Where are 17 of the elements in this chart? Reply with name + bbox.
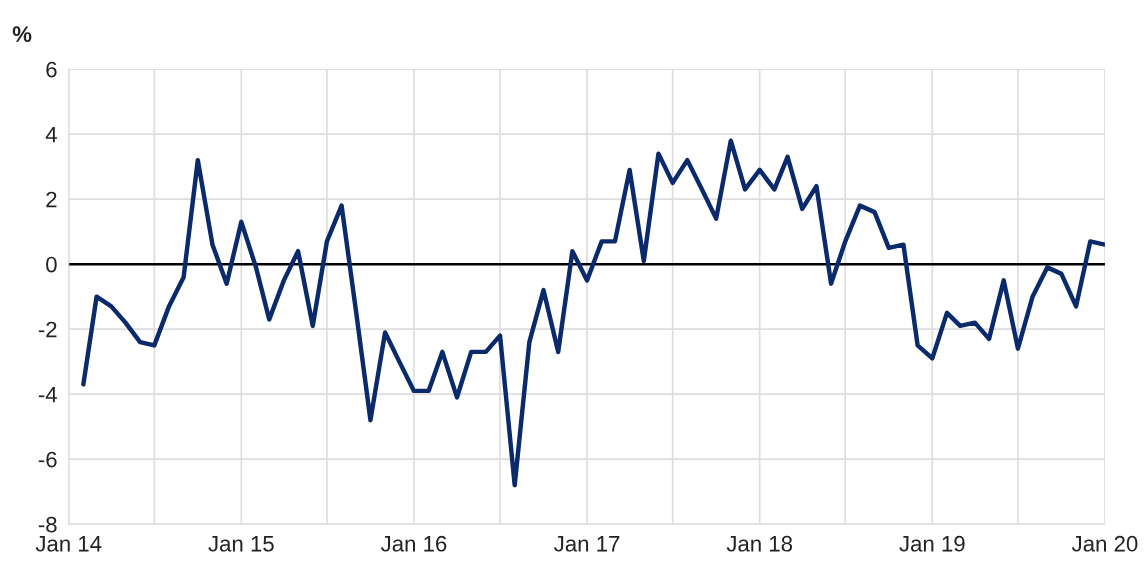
y-tick-label: -8: [38, 516, 57, 533]
x-tick-label: Jan 19: [899, 535, 965, 552]
x-tick-label: Jan 16: [380, 535, 447, 552]
x-tick-label: Jan 20: [1071, 535, 1138, 552]
y-tick-label: 4: [45, 126, 57, 143]
y-tick-label: -2: [38, 321, 57, 338]
line-series: [81, 138, 1105, 488]
y-tick-label: -6: [38, 451, 57, 468]
y-tick-label: 2: [46, 191, 57, 208]
y-tick-label: -4: [38, 386, 57, 403]
x-tick-label: Jan 17: [554, 536, 620, 552]
x-tick-label: Jan 14: [35, 536, 102, 552]
x-tick-label: Jan 18: [726, 535, 793, 552]
x-tick-label: Jan 15: [208, 536, 274, 552]
y-tick-label: 0: [46, 256, 57, 273]
y-tick-label: 6: [46, 61, 57, 78]
y-axis-title: %: [12, 26, 32, 42]
